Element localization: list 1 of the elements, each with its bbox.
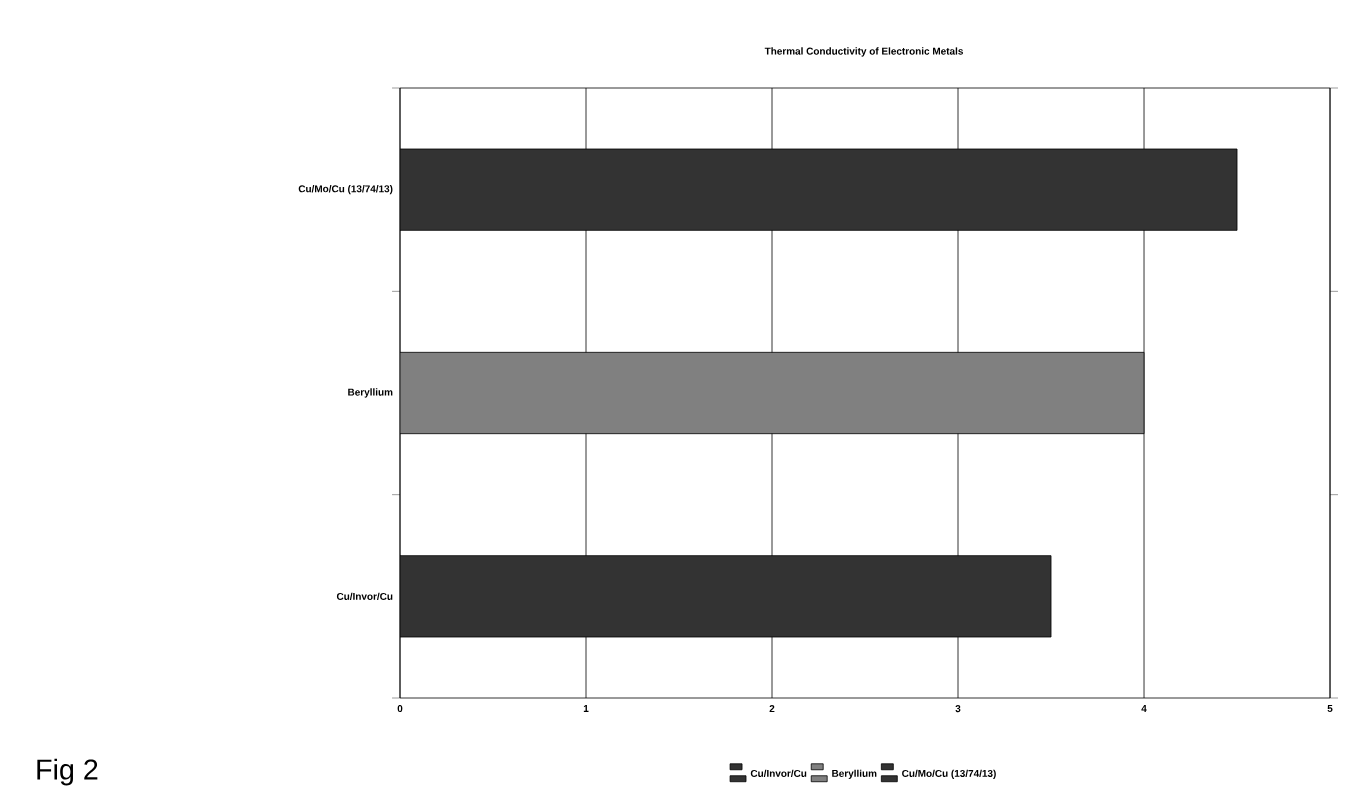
caption: Fig 2: [37, 758, 98, 786]
